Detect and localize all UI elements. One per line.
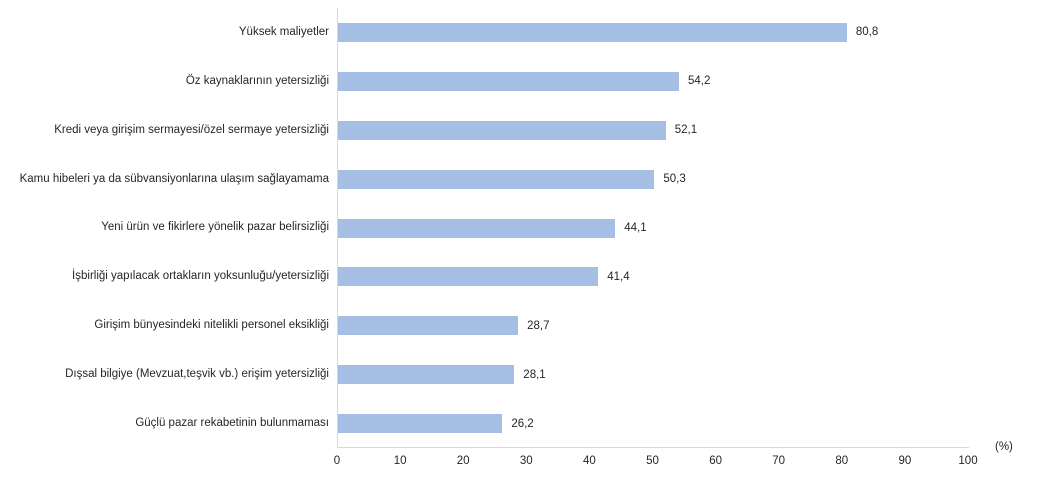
- category-label: Yeni ürün ve fikirlere yönelik pazar bel…: [101, 221, 329, 234]
- x-axis-unit-label: (%): [995, 441, 1013, 453]
- x-tick-label: 80: [835, 455, 849, 467]
- bar: [337, 414, 503, 434]
- y-axis-line: [337, 8, 338, 448]
- category-label: Güçlü pazar rekabetinin bulunmaması: [135, 416, 329, 429]
- bar-track: 80,8: [337, 22, 968, 42]
- bar-track: 28,1: [337, 365, 968, 385]
- x-axis-ticks: 0 10 20 30 40 50 60 70 80 90 100: [333, 455, 978, 471]
- chart-rows: Yüksek maliyetler 80,8 Öz kaynaklarının ye…: [0, 8, 968, 448]
- x-tick-label: 90: [898, 455, 912, 467]
- value-label: 50,3: [663, 173, 686, 186]
- chart-row: İşbirliği yapılacak ortakların yoksunluğ…: [0, 252, 968, 301]
- value-label: 28,7: [527, 319, 550, 332]
- chart-row: Güçlü pazar rekabetinin bulunmaması 26,2: [0, 399, 968, 448]
- category-label: Öz kaynaklarının yetersizliği: [185, 74, 329, 87]
- chart-row: Yüksek maliyetler 80,8: [0, 8, 968, 57]
- x-tick-label: 0: [333, 455, 341, 467]
- chart-row: Öz kaynaklarının yetersizliği 54,2: [0, 57, 968, 106]
- bar: [337, 267, 599, 287]
- bar: [337, 120, 666, 140]
- bar: [337, 169, 655, 189]
- value-label: 80,8: [855, 26, 879, 39]
- chart-row: Yeni ürün ve fikirlere yönelik pazar bel…: [0, 204, 968, 253]
- category-label: Yüksek maliyetler: [238, 25, 329, 38]
- bar-track: 44,1: [337, 218, 968, 238]
- value-label: 52,1: [674, 124, 698, 137]
- bar: [337, 218, 616, 238]
- x-tick-label: 50: [646, 455, 659, 467]
- chart-row: Girişim bünyesindeki nitelikli personel …: [0, 301, 968, 350]
- x-tick-label: 60: [709, 455, 722, 467]
- bar-track: 50,3: [337, 169, 968, 189]
- bar: [337, 22, 847, 42]
- x-tick-label: 70: [772, 455, 786, 467]
- value-label: 54,2: [688, 75, 711, 88]
- bar-track: 52,1: [337, 120, 968, 140]
- chart-row: Dışsal bilgiye (Mevzuat,teşvik vb.) eriş…: [0, 350, 968, 399]
- bar-track: 54,2: [337, 71, 968, 91]
- x-tick-label: 20: [456, 455, 470, 467]
- x-tick-label: 40: [582, 455, 596, 467]
- category-label: Kamu hibeleri ya da sübvansiyonlarına ul…: [19, 172, 329, 185]
- bar: [337, 365, 515, 385]
- value-label: 28,1: [523, 368, 546, 381]
- chart-row: Kredi veya girişim sermayesi/özel sermay…: [0, 106, 968, 155]
- value-label: 41,4: [607, 270, 630, 283]
- bar-track: 28,7: [337, 316, 968, 336]
- x-tick-label: 30: [519, 455, 533, 467]
- category-label: İşbirliği yapılacak ortakların yoksunluğ…: [72, 270, 329, 283]
- bar-track: 41,4: [337, 267, 968, 287]
- chart-row: Kamu hibeleri ya da sübvansiyonlarına ul…: [0, 155, 968, 204]
- bar-track: 26,2: [337, 414, 968, 434]
- bar: [337, 316, 519, 336]
- x-axis-line: [337, 447, 969, 448]
- value-label: 44,1: [624, 222, 647, 234]
- category-label: Dışsal bilgiye (Mevzuat,teşvik vb.) eriş…: [65, 368, 329, 381]
- bar: [337, 71, 679, 91]
- value-label: 26,2: [511, 417, 534, 430]
- category-label: Girişim bünyesindeki nitelikli personel …: [94, 319, 329, 332]
- x-tick-label: 10: [393, 455, 407, 467]
- category-label: Kredi veya girişim sermayesi/özel sermay…: [54, 123, 329, 136]
- x-tick-label: 100: [958, 455, 978, 467]
